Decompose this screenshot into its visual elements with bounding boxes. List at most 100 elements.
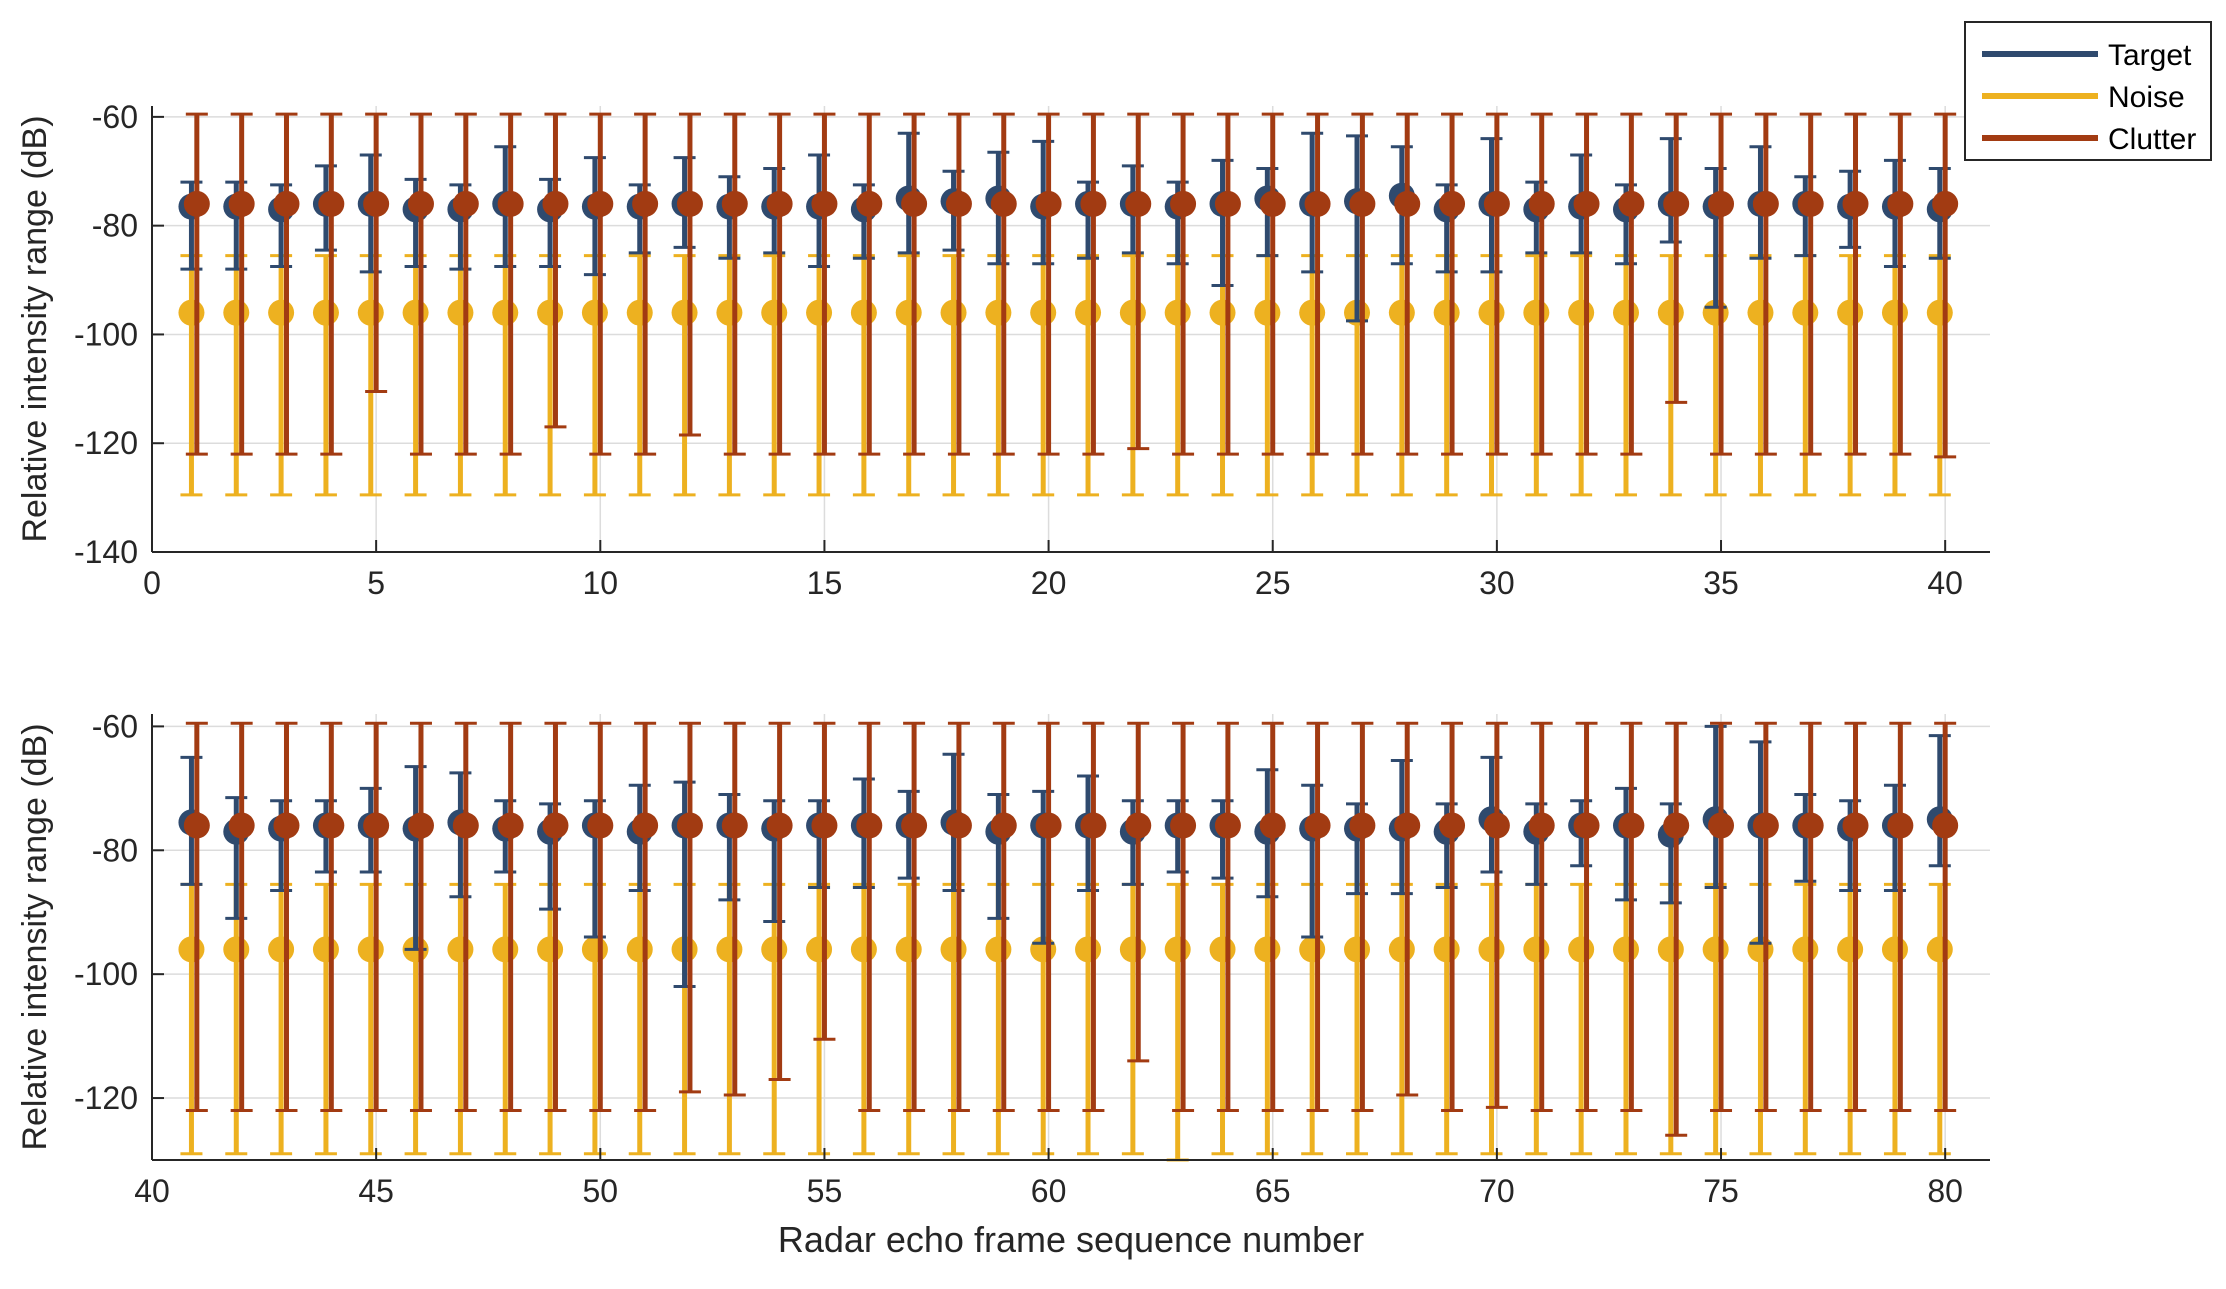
data-point [318, 190, 345, 217]
data-point [1747, 299, 1774, 326]
data-point [1837, 936, 1864, 963]
data-point [1254, 936, 1281, 963]
data-point [895, 936, 922, 963]
data-point [1708, 812, 1735, 839]
data-point [945, 812, 972, 839]
data-point [1299, 299, 1326, 326]
x-tick-label: 60 [1031, 1173, 1067, 1209]
data-point [312, 299, 339, 326]
data-point [716, 936, 743, 963]
data-point [1030, 299, 1057, 326]
data-point [1702, 936, 1729, 963]
data-point [312, 936, 339, 963]
y-tick-label: -120 [74, 1080, 138, 1116]
data-point [1887, 812, 1914, 839]
data-point [587, 190, 614, 217]
data-point [1568, 936, 1595, 963]
legend-label-noise: Noise [2108, 81, 2185, 114]
data-point [492, 299, 519, 326]
data-point [990, 190, 1017, 217]
data-point [676, 812, 703, 839]
data-point [1663, 812, 1690, 839]
series-target [178, 131, 1953, 323]
data-point [223, 299, 250, 326]
data-point [945, 190, 972, 217]
data-point [1119, 936, 1146, 963]
data-point [1926, 936, 1953, 963]
data-point [1612, 936, 1639, 963]
data-point [542, 190, 569, 217]
data-point [1304, 812, 1331, 839]
data-point [901, 190, 928, 217]
data-point [1573, 190, 1600, 217]
data-point [1478, 936, 1505, 963]
data-point [1618, 812, 1645, 839]
data-point [1528, 812, 1555, 839]
data-point [1523, 936, 1550, 963]
data-point [581, 299, 608, 326]
data-point [1797, 812, 1824, 839]
series-clutter [183, 721, 1959, 1137]
data-point [268, 936, 295, 963]
y-tick-label: -80 [92, 832, 138, 868]
data-point [1433, 299, 1460, 326]
panel-1: 0 5 10 15 20 25 30 35 40 -140 -120 -100 -80 -60 Relati… [16, 99, 1990, 601]
data-point [1752, 812, 1779, 839]
data-point [268, 299, 295, 326]
legend-label-target: Target [2108, 39, 2192, 72]
x-tick-label: 0 [143, 565, 161, 601]
data-point [1170, 812, 1197, 839]
data-point [1164, 936, 1191, 963]
data-point [901, 812, 928, 839]
data-point [1125, 812, 1152, 839]
data-point [1344, 936, 1371, 963]
data-point [1388, 299, 1415, 326]
data-point [178, 936, 205, 963]
data-point [632, 812, 659, 839]
data-point [1254, 299, 1281, 326]
data-point [447, 299, 474, 326]
data-point [1164, 299, 1191, 326]
series-noise [178, 882, 1953, 1162]
data-point [1842, 190, 1869, 217]
data-point [1080, 190, 1107, 217]
data-point [357, 299, 384, 326]
data-point [1439, 190, 1466, 217]
data-point [357, 936, 384, 963]
data-point [1657, 299, 1684, 326]
data-point [452, 190, 479, 217]
data-point [228, 812, 255, 839]
x-tick-label: 30 [1479, 565, 1515, 601]
x-tick-label: 5 [367, 565, 385, 601]
data-point [1573, 812, 1600, 839]
data-point [497, 812, 524, 839]
x-tick-label: 75 [1703, 1173, 1739, 1209]
data-point [1214, 812, 1241, 839]
data-point [1433, 936, 1460, 963]
data-point [632, 190, 659, 217]
data-point [1792, 936, 1819, 963]
data-point [1932, 190, 1959, 217]
data-point [1080, 812, 1107, 839]
x-tick-label: 10 [582, 565, 618, 601]
data-point [183, 190, 210, 217]
data-point [766, 190, 793, 217]
data-point [1752, 190, 1779, 217]
data-point [178, 299, 205, 326]
data-point [940, 936, 967, 963]
data-point [626, 299, 653, 326]
data-point [1349, 812, 1376, 839]
y-tick-label: -100 [74, 956, 138, 992]
data-point [1209, 299, 1236, 326]
data-point [811, 190, 838, 217]
data-point [1170, 190, 1197, 217]
data-point [721, 812, 748, 839]
data-point [318, 812, 345, 839]
data-point [542, 812, 569, 839]
x-tick-label: 50 [582, 1173, 618, 1209]
data-point [1932, 812, 1959, 839]
y-tick-label: -100 [74, 316, 138, 352]
data-point [1837, 299, 1864, 326]
y-axis-label: Relative intensity range (dB) [16, 723, 54, 1150]
data-point [452, 812, 479, 839]
